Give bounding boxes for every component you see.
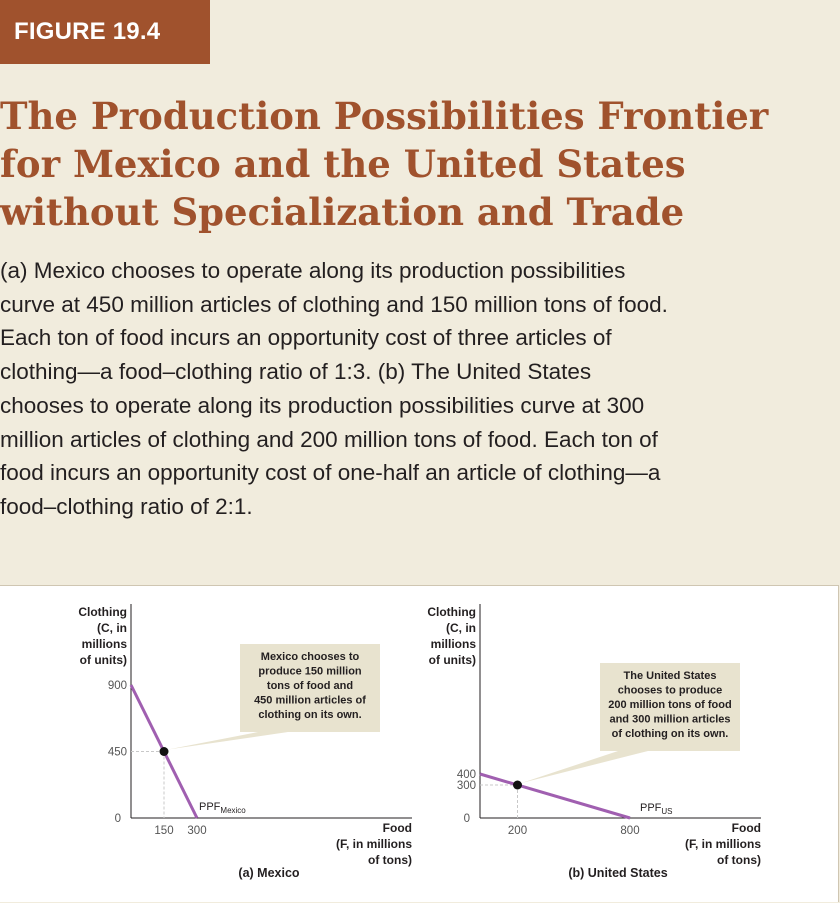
callout-pointer xyxy=(168,732,288,750)
x-axis-label: of tons) xyxy=(717,853,761,867)
origin-label: 0 xyxy=(115,813,121,825)
x-axis-label: (F, in millions xyxy=(685,837,761,851)
callout-text: chooses to produce xyxy=(618,685,723,697)
chosen-point-marker xyxy=(513,780,522,790)
callout-text: and 300 million articles xyxy=(609,714,730,726)
caption-line: food–clothing ratio of 2:1. xyxy=(0,493,253,519)
x-axis-label: Food xyxy=(383,821,412,835)
figure-title-line: for Mexico and the United States xyxy=(0,142,686,186)
caption-line: clothing—a food–clothing ratio of 1:3. (… xyxy=(0,359,592,385)
callout-text: tons of food and xyxy=(267,680,353,692)
y-axis-label: millions xyxy=(431,637,477,651)
y-axis-label: of units) xyxy=(429,653,476,667)
y-tick-label: 900 xyxy=(108,680,127,692)
caption-line: million articles of clothing and 200 mil… xyxy=(0,426,658,452)
ppf-label: PPFUS xyxy=(640,802,673,816)
x-axis-label: (F, in millions xyxy=(336,837,412,851)
figure-title-line: The Production Possibilities Frontier xyxy=(0,94,769,138)
x-tick-label: 200 xyxy=(508,825,527,837)
x-axis-label: Food xyxy=(732,821,761,835)
figure-label: FIGURE 19.4 xyxy=(14,18,161,45)
callout-text: 200 million tons of food xyxy=(608,699,731,711)
y-axis-label: millions xyxy=(82,637,128,651)
callout-text: of clothing on its own. xyxy=(612,728,729,740)
x-tick-label: 150 xyxy=(154,825,173,837)
figure-title-line: without Specialization and Trade xyxy=(0,190,685,234)
origin-label: 0 xyxy=(464,813,470,825)
y-axis-label: Clothing xyxy=(78,605,127,619)
y-tick-label: 450 xyxy=(108,747,127,759)
callout-box xyxy=(600,663,740,751)
callout-text: clothing on its own. xyxy=(258,709,361,721)
caption-line: curve at 450 million articles of clothin… xyxy=(0,291,668,317)
panel-label: (b) United States xyxy=(568,866,667,880)
caption-line: food incurs an opportunity cost of one-h… xyxy=(0,460,661,486)
chosen-point-marker xyxy=(159,747,169,756)
figure-caption: (a) Mexico chooses to operate along its … xyxy=(0,254,838,524)
callout-text: Mexico chooses to xyxy=(261,651,360,663)
callout-text: produce 150 million xyxy=(258,666,362,678)
charts-svg: Clothing (C, in millions of units) Food (F, i… xyxy=(78,604,761,880)
callout-text: The United States xyxy=(624,670,717,682)
callout-pointer xyxy=(521,751,648,783)
caption-line: Each ton of food incurs an opportunity c… xyxy=(0,325,612,351)
figure-label-badge: FIGURE 19.4 xyxy=(0,0,210,64)
y-tick-label: 400 xyxy=(457,769,476,781)
y-axis-label: (C, in xyxy=(97,621,127,635)
chart-panel: Clothing (C, in millions of units) Food (F, i… xyxy=(0,585,839,902)
ppf-line xyxy=(479,772,631,820)
x-tick-label: 300 xyxy=(187,825,206,837)
panel-label: (a) Mexico xyxy=(238,866,299,880)
callout-box xyxy=(240,644,380,732)
y-tick-label: 300 xyxy=(457,780,476,792)
callout-text: 450 million articles of xyxy=(254,695,366,707)
caption-line: (a) Mexico chooses to operate along its … xyxy=(0,258,626,283)
y-axis-label: (C, in xyxy=(446,621,476,635)
y-axis-label: of units) xyxy=(80,653,127,667)
ppf-label: PPFMexico xyxy=(199,801,246,815)
figure-title: The Production Possibilities Frontier fo… xyxy=(0,92,830,236)
y-axis-label: Clothing xyxy=(427,605,476,619)
x-tick-label: 800 xyxy=(620,825,639,837)
x-axis-label: of tons) xyxy=(368,853,412,867)
caption-line: chooses to operate along its production … xyxy=(0,392,645,418)
